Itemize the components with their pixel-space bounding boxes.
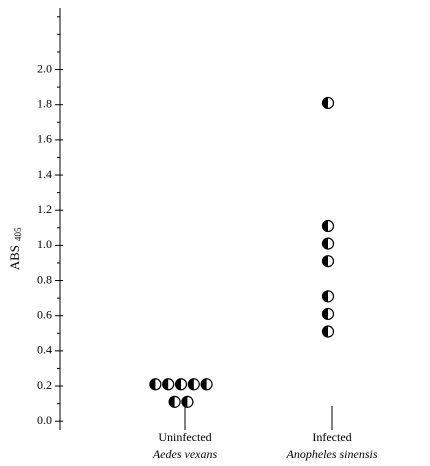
data-point (321, 325, 335, 338)
x-tick-label: Infected (312, 430, 351, 444)
y-tick-label: 0.8 (37, 272, 52, 286)
data-point (187, 378, 200, 391)
data-point (174, 378, 188, 391)
data-point (200, 378, 213, 391)
data-point (321, 96, 335, 110)
data-point (162, 378, 175, 391)
y-tick-label: 2.0 (37, 61, 52, 75)
marker-fill (175, 378, 181, 390)
y-tick-label: 1.8 (37, 96, 52, 110)
marker-fill (162, 378, 169, 390)
y-tick-label: 1.0 (37, 237, 52, 251)
data-point (149, 378, 162, 391)
marker-fill (181, 396, 188, 408)
x-tick-label: Uninfected (158, 430, 211, 444)
data-point (321, 237, 335, 250)
data-point (321, 255, 335, 268)
marker-fill (149, 378, 156, 390)
x-tick-sublabel: Anopheles sinensis (286, 447, 378, 461)
y-tick-label: 1.4 (37, 167, 52, 181)
data-point (181, 395, 194, 408)
marker-fill (188, 378, 194, 390)
marker-fill (322, 290, 328, 302)
marker-fill (169, 396, 175, 408)
y-tick-label: 0.0 (37, 413, 52, 427)
y-tick-label: 0.4 (37, 343, 52, 357)
marker-fill (322, 326, 328, 338)
y-tick-label: 1.2 (37, 202, 52, 216)
marker-fill (322, 308, 328, 320)
data-point (321, 290, 335, 303)
data-point (321, 307, 335, 321)
y-tick-label: 0.2 (37, 378, 52, 392)
y-label: ABS (7, 245, 22, 270)
marker-fill (322, 238, 328, 250)
marker-fill (322, 255, 328, 267)
data-point (321, 219, 335, 233)
marker-fill (322, 220, 328, 232)
y-tick-label: 1.6 (37, 132, 52, 146)
marker-fill (322, 97, 328, 109)
data-point (168, 395, 181, 408)
marker-fill (201, 378, 207, 390)
y-axis-title: ABS 405 (7, 227, 23, 270)
y-label-subscript: 405 (13, 227, 23, 241)
x-tick-sublabel: Aedes vexans (152, 447, 218, 461)
y-tick-label: 0.6 (37, 307, 52, 321)
